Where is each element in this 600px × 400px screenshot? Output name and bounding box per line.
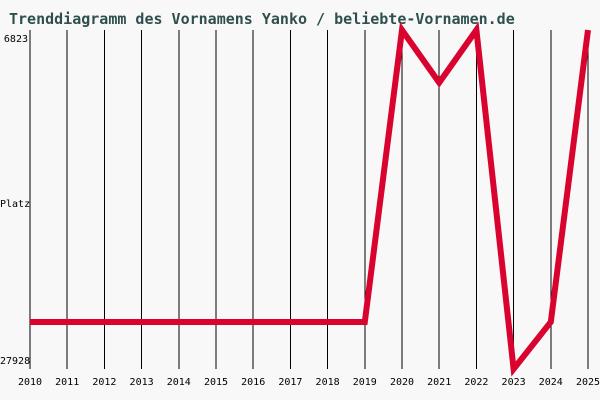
- x-axis-label: 2024: [538, 377, 563, 388]
- gridlines: [29, 30, 589, 369]
- y-axis-title: Platz: [0, 199, 31, 210]
- x-axis-label: 2016: [241, 377, 266, 388]
- x-axis-label: 2023: [501, 377, 526, 388]
- x-axis-label: 2013: [129, 377, 154, 388]
- x-axis-label: 2025: [575, 377, 600, 388]
- x-axis-label: 2017: [278, 377, 303, 388]
- x-axis-label: 2021: [427, 377, 452, 388]
- x-axis-label: 2011: [55, 377, 80, 388]
- y-axis-min-label: 27928: [0, 356, 31, 367]
- x-axis-label: 2015: [203, 377, 229, 388]
- x-axis-label: 2020: [389, 377, 415, 388]
- y-axis-max-label: 6823: [3, 34, 28, 45]
- trend-line: [30, 21, 591, 377]
- x-axis-label: 2022: [464, 377, 489, 388]
- x-axis-label: 2014: [166, 377, 191, 388]
- x-axis-label: 2012: [92, 377, 117, 388]
- x-axis-label: 2019: [352, 377, 377, 388]
- x-axis-label: 2010: [17, 377, 43, 388]
- x-axis-labels: 2010 2011 2012 2013 2014 2015 2016 2017 2018 2019…: [0, 377, 600, 393]
- chart-title: Trenddiagramm des Vornamens Yanko / beli…: [9, 10, 515, 28]
- x-axis-label: 2018: [315, 377, 340, 388]
